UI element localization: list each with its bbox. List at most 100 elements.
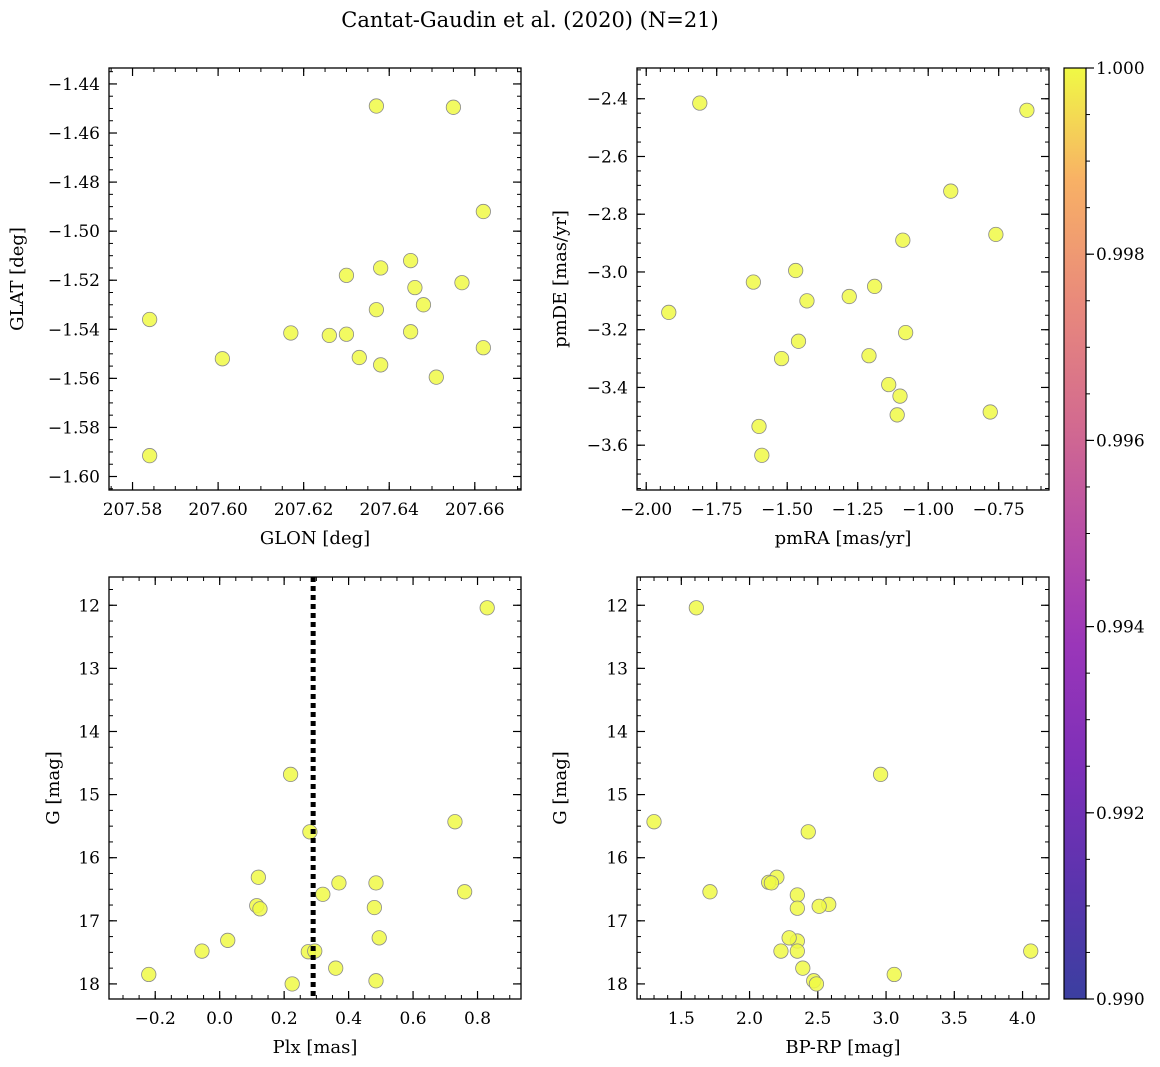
y-tick-label: 18 xyxy=(606,975,628,995)
x-tick-label: 0.4 xyxy=(335,1009,362,1029)
y-axis-label: G [mag] xyxy=(43,751,64,824)
x-axis-label: GLON [deg] xyxy=(260,528,370,549)
y-tick-label: 15 xyxy=(78,786,100,806)
data-point xyxy=(773,943,789,959)
y-tick-label: −3.2 xyxy=(587,321,628,341)
data-point xyxy=(702,884,718,900)
data-point xyxy=(800,824,816,840)
colorbar-gradient xyxy=(1063,67,1087,1000)
y-tick-label: −1.60 xyxy=(48,468,100,488)
y-tick-label: −2.6 xyxy=(587,147,628,167)
data-point xyxy=(892,388,908,404)
scatter-points xyxy=(142,98,491,464)
data-point xyxy=(457,884,473,900)
y-tick-label: −3.6 xyxy=(587,436,628,456)
subplot-cmd: 1.5 2.0 2.5 3.0 3.5 4.0 12 13 14 15 16 17 18 BP-RP [m… xyxy=(550,576,1050,1058)
y-tick-label: 13 xyxy=(78,659,100,679)
data-point xyxy=(302,824,318,840)
data-point xyxy=(754,447,770,463)
colorbar-tick-label: 0.998 xyxy=(1096,245,1145,265)
y-tick-label: −1.44 xyxy=(48,75,100,95)
data-point xyxy=(861,348,877,364)
data-point xyxy=(445,99,462,115)
x-tick-label: 1.5 xyxy=(668,1009,695,1029)
x-tick-label: 3.5 xyxy=(941,1009,968,1029)
x-tick-label: 3.0 xyxy=(873,1009,900,1029)
data-point xyxy=(321,327,337,344)
data-point xyxy=(284,976,300,992)
data-point xyxy=(371,930,387,946)
y-tick-label: −1.54 xyxy=(48,320,100,340)
data-point xyxy=(475,203,491,220)
data-point xyxy=(214,351,230,367)
x-tick-label: −1.00 xyxy=(902,500,954,520)
data-point xyxy=(982,404,998,420)
data-point xyxy=(479,600,495,616)
y-tick-label: 16 xyxy=(606,849,628,869)
ticks: 207.58 207.60 207.62 207.64 207.66 −1.60 −1.58… xyxy=(48,68,521,520)
data-point xyxy=(646,814,662,830)
y-tick-label: 15 xyxy=(606,786,628,806)
data-point xyxy=(881,376,897,393)
data-point xyxy=(1023,943,1039,959)
subplot-pm: −2.00 −1.75 −1.50 −1.25 −1.00 −0.75 −3.6 −3.4 −3… xyxy=(550,67,1050,549)
subplot-plx-g: −0.2 0.0 0.2 0.4 0.6 0.8 12 13 14 15 16 17 18 Plx [ma… xyxy=(43,576,522,1058)
y-tick-label: −1.52 xyxy=(48,271,100,291)
scatter-points xyxy=(661,95,1035,463)
axes-frame xyxy=(636,67,1050,491)
x-tick-label: 0.0 xyxy=(206,1009,233,1029)
scatter-points xyxy=(141,600,495,992)
data-point xyxy=(220,932,236,948)
x-tick-label: −1.25 xyxy=(832,500,884,520)
x-tick-label: 207.64 xyxy=(359,500,418,520)
data-point xyxy=(841,288,857,305)
x-tick-label: 207.66 xyxy=(445,500,504,520)
x-tick-label: 4.0 xyxy=(1009,1009,1036,1029)
data-point xyxy=(142,311,158,328)
data-point xyxy=(428,369,444,385)
ticks: 1.5 2.0 2.5 3.0 3.5 4.0 12 13 14 15 16 17 18 xyxy=(606,577,1049,1029)
data-point xyxy=(867,278,883,295)
data-point xyxy=(889,407,905,423)
y-axis-label: pmDE [mas/yr] xyxy=(550,210,571,348)
x-tick-label: −2.00 xyxy=(620,500,672,520)
y-tick-label: −3.4 xyxy=(587,378,628,398)
y-tick-label: −1.50 xyxy=(48,222,100,242)
data-point xyxy=(781,930,797,946)
y-tick-label: 12 xyxy=(606,596,628,616)
data-point xyxy=(454,275,470,291)
data-point xyxy=(415,297,432,313)
data-point xyxy=(368,973,384,989)
data-point xyxy=(789,887,805,903)
x-tick-label: 2.0 xyxy=(736,1009,763,1029)
axes-frame xyxy=(108,67,522,491)
x-tick-label: −0.2 xyxy=(135,1009,176,1029)
data-point xyxy=(661,304,677,320)
scatter-points xyxy=(646,600,1039,992)
data-point xyxy=(282,766,299,782)
x-tick-label: 0.6 xyxy=(400,1009,427,1029)
y-tick-label: 17 xyxy=(606,912,628,932)
data-point xyxy=(795,960,811,976)
data-point xyxy=(373,260,389,276)
data-point xyxy=(811,898,827,914)
data-point xyxy=(898,324,914,341)
y-tick-label: 16 xyxy=(78,849,100,869)
data-point xyxy=(283,325,299,341)
colorbar-tick-label: 0.992 xyxy=(1096,804,1145,824)
data-point xyxy=(872,766,889,782)
y-tick-label: −2.8 xyxy=(587,205,628,225)
data-point xyxy=(895,232,911,248)
figure-title: Cantat-Gaudin et al. (2020) (N=21) xyxy=(341,8,719,32)
data-point xyxy=(351,349,367,366)
ticks: −2.00 −1.75 −1.50 −1.25 −1.00 −0.75 −3.6 −3.4 −3… xyxy=(587,68,1049,520)
y-tick-label: −1.58 xyxy=(48,418,100,438)
data-point xyxy=(373,357,389,373)
y-tick-label: −2.4 xyxy=(587,90,628,110)
data-point xyxy=(366,899,382,916)
data-point xyxy=(789,943,805,959)
data-point xyxy=(688,600,704,616)
y-tick-label: −3.0 xyxy=(587,263,628,283)
data-point xyxy=(368,302,384,318)
